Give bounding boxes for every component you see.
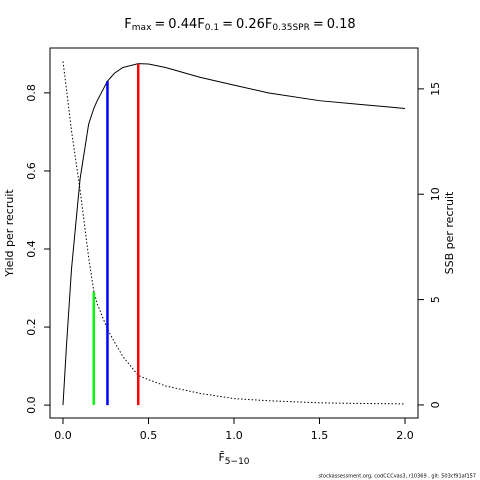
x-tick-label: 1.5 xyxy=(311,429,329,442)
x-tick-label: 1.0 xyxy=(225,429,243,442)
title-symbol: F xyxy=(265,17,272,32)
title-subscript: 0.35SPR xyxy=(272,23,309,33)
x-label-symbol: F̄ xyxy=(218,451,224,464)
title-subscript: max xyxy=(132,23,152,33)
x-tick-label: 0.0 xyxy=(54,429,72,442)
title-operator: = xyxy=(154,17,165,32)
series-line xyxy=(62,61,406,405)
title-symbol: F xyxy=(124,17,131,32)
y-tick-label: 0.8 xyxy=(25,84,38,102)
title-value: 0.18 xyxy=(327,17,356,32)
y2-tick-label: 0 xyxy=(429,401,442,408)
y2-tick-label: 15 xyxy=(429,82,442,96)
x-axis-label: F̄5−10 xyxy=(218,451,249,467)
y-tick-label: 0.6 xyxy=(25,162,38,180)
series-line xyxy=(62,63,406,406)
y2-axis-label: SSB per recruit xyxy=(443,191,456,274)
y-axis-label: Yield per recruit xyxy=(3,189,16,278)
y-tick-label: 0.2 xyxy=(25,318,38,336)
title-operator: = xyxy=(222,17,233,32)
title-value: 0.26 xyxy=(236,17,265,32)
chart-title: Fmax = 0.44F0.1 = 0.26F0.35SPR = 0.18 xyxy=(124,17,355,33)
x-tick-label: 0.5 xyxy=(140,429,158,442)
x-tick-label: 2.0 xyxy=(396,429,414,442)
title-subscript: 0.1 xyxy=(205,23,219,33)
plot-box xyxy=(49,47,419,419)
y2-tick-label: 10 xyxy=(429,187,442,201)
y-tick-label: 0.0 xyxy=(25,396,38,414)
footer: stockassessment.org, codCCCvas3, r10369 … xyxy=(318,474,476,480)
y-tick-label: 0.4 xyxy=(25,240,38,258)
title-operator: = xyxy=(313,17,324,32)
title-value: 0.44 xyxy=(168,17,197,32)
title-symbol: F xyxy=(197,17,204,32)
x-label-subscript: 5−10 xyxy=(225,457,250,467)
y2-tick-label: 5 xyxy=(429,296,442,303)
